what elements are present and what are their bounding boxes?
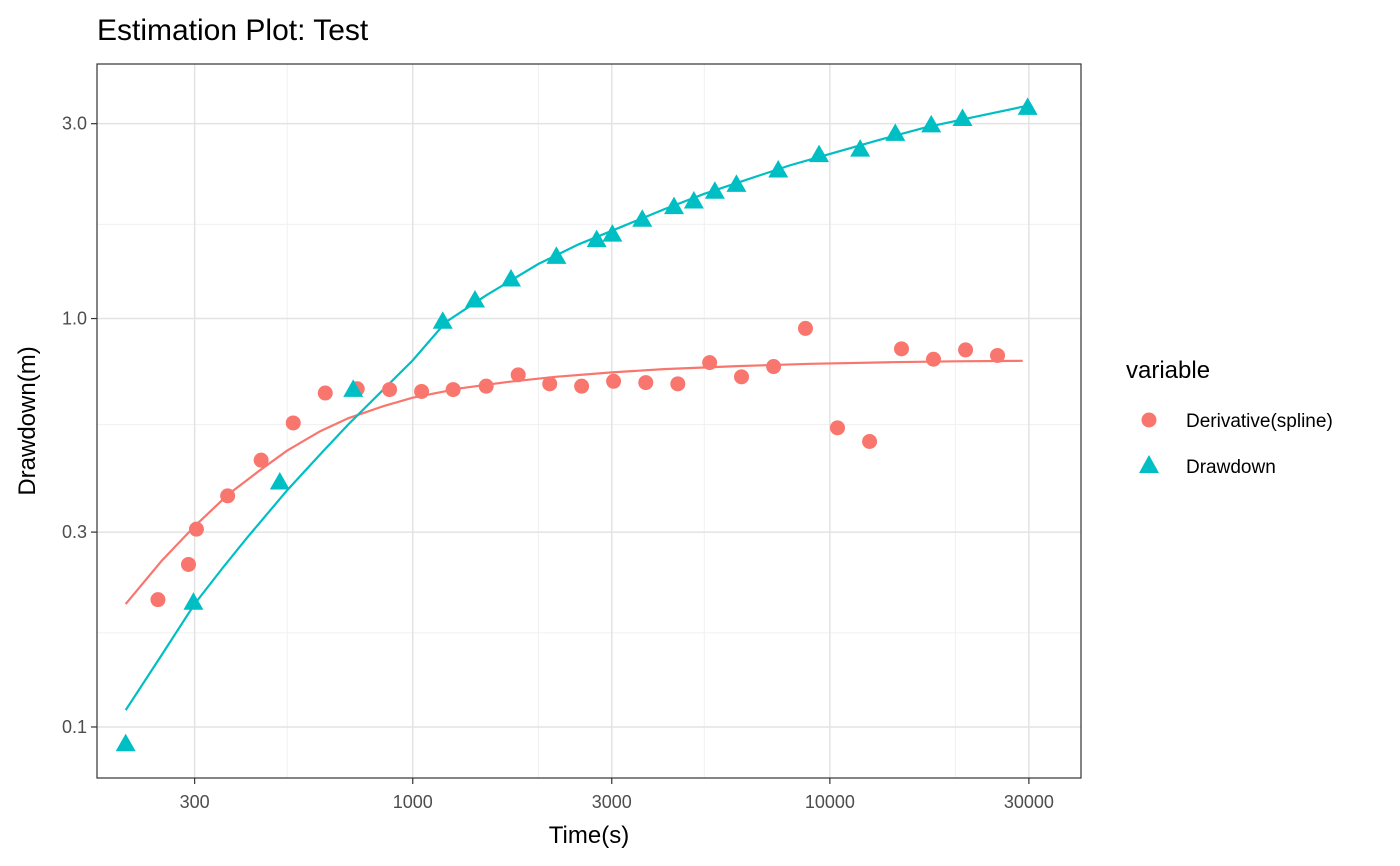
drawdown-point (1017, 97, 1038, 115)
derivative-point (253, 452, 269, 468)
drawdown-point (183, 592, 204, 610)
drawdown-point (768, 160, 789, 178)
y-tick-label: 3.0 (62, 114, 87, 134)
drawdown-point (952, 108, 973, 126)
drawdown-point (704, 181, 725, 199)
drawdown-point (921, 114, 942, 133)
derivative-point (542, 376, 558, 392)
derivative-point (180, 556, 196, 572)
fit-lines (124, 104, 1028, 711)
data-points (115, 97, 1038, 752)
legend-label-drawdown: Drawdown (1186, 457, 1276, 478)
derivative-point (702, 355, 718, 371)
chart-title: Estimation Plot: Test (97, 14, 369, 47)
panel-border (96, 63, 1082, 779)
legend-label-derivative: Derivative(spline) (1186, 411, 1333, 432)
drawdown-point (500, 268, 521, 287)
fit-line-drawdown (124, 104, 1028, 711)
drawdown-point (546, 246, 567, 264)
derivative-point (478, 378, 494, 394)
derivative-point (317, 385, 333, 401)
derivative-point (766, 359, 782, 375)
fit-line-derivative (124, 359, 1023, 605)
drawdown-point (664, 196, 685, 215)
derivative-point (670, 376, 686, 392)
x-tick-label: 1000 (393, 792, 433, 812)
y-tick-label: 0.1 (62, 717, 87, 737)
derivative-point (734, 369, 750, 385)
derivative-point (510, 367, 526, 383)
legend-item-drawdown: Drawdown (1139, 455, 1276, 478)
derivative-point (829, 420, 845, 436)
derivative-point (220, 488, 236, 504)
derivative-point (606, 373, 622, 389)
derivative-point (414, 383, 430, 399)
y-tick-label: 1.0 (62, 309, 87, 329)
drawdown-point (432, 311, 453, 329)
x-tick-label: 3000 (592, 792, 632, 812)
derivative-point (445, 382, 461, 398)
derivative-point (150, 592, 166, 608)
derivative-point (574, 378, 590, 394)
x-tick-label: 300 (180, 792, 210, 812)
derivative-point (990, 347, 1006, 363)
drawdown-point (602, 224, 623, 242)
grid-minor (97, 64, 1081, 778)
derivative-point (188, 521, 204, 537)
legend-item-derivative: Derivative(spline) (1141, 411, 1333, 432)
derivative-point (382, 382, 398, 398)
drawdown-point (632, 209, 653, 227)
grid-major (97, 64, 1081, 778)
x-tick-label: 30000 (1004, 792, 1054, 812)
derivative-point (797, 320, 813, 336)
legend-circle-icon (1141, 412, 1157, 428)
legend: variable Derivative(spline) Drawdown (1126, 357, 1333, 478)
y-tick-label: 0.3 (62, 522, 87, 542)
drawdown-point (464, 290, 485, 308)
drawdown-point (115, 733, 136, 752)
x-axis-ticks: 300 1000 3000 10000 30000 (180, 778, 1054, 812)
x-tick-label: 10000 (805, 792, 855, 812)
legend-triangle-icon (1139, 455, 1159, 473)
legend-title: variable (1126, 357, 1210, 384)
drawdown-point (586, 229, 607, 248)
drawdown-point (343, 379, 364, 397)
derivative-point (862, 433, 878, 449)
drawdown-point (726, 174, 747, 192)
drawdown-point (269, 471, 290, 490)
derivative-point (958, 342, 974, 358)
derivative-point (285, 415, 301, 431)
drawdown-point (885, 123, 906, 141)
derivative-point (893, 341, 909, 357)
derivative-point (638, 375, 654, 391)
x-axis-title: Time(s) (549, 822, 629, 849)
drawdown-point (683, 191, 704, 209)
y-axis-ticks: 0.1 0.3 1.0 3.0 (62, 114, 97, 737)
y-axis-title: Drawdown(m) (14, 346, 41, 495)
drawdown-point (850, 139, 871, 157)
derivative-point (926, 351, 942, 367)
drawdown-point (809, 144, 830, 163)
